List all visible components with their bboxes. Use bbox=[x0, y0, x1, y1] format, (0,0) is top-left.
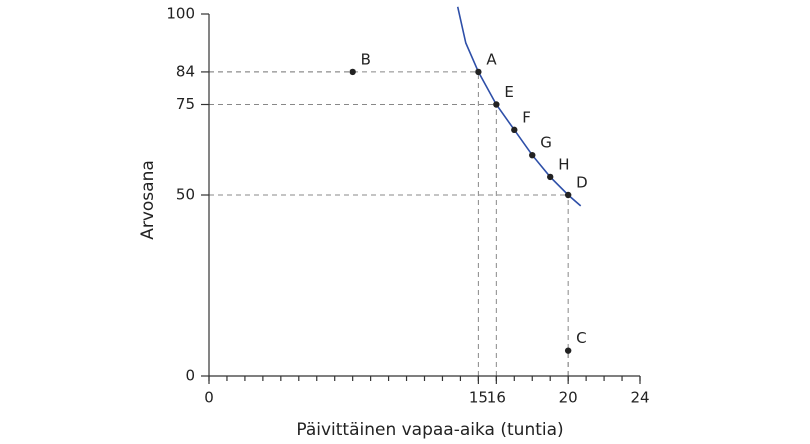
y-axis-label: Arvosana bbox=[138, 160, 158, 240]
indifference-curve bbox=[456, 6, 582, 207]
point-label: F bbox=[522, 108, 531, 126]
point bbox=[349, 68, 356, 76]
point bbox=[475, 68, 482, 76]
point bbox=[547, 173, 554, 181]
y-tick-label: 100 bbox=[166, 5, 195, 23]
point-label: A bbox=[486, 50, 497, 68]
point bbox=[493, 101, 500, 108]
x-axis-label: Päivittäinen vapaa-aika (tuntia) bbox=[296, 420, 563, 440]
point bbox=[529, 151, 536, 159]
point-label: H bbox=[558, 155, 569, 173]
point bbox=[511, 126, 518, 134]
x-tick-label: 0 bbox=[204, 389, 214, 407]
y-tick-label: 0 bbox=[185, 367, 195, 385]
x-tick-label: 24 bbox=[630, 389, 649, 407]
point-label: D bbox=[576, 174, 588, 192]
point-label: G bbox=[540, 134, 552, 152]
x-tick-label: 16 bbox=[487, 389, 506, 407]
point-label: E bbox=[504, 83, 513, 101]
y-tick-label: 75 bbox=[176, 95, 195, 113]
point-label: C bbox=[576, 329, 586, 347]
y-tick-label: 50 bbox=[176, 186, 195, 204]
point bbox=[564, 347, 572, 354]
x-tick-label: 20 bbox=[559, 389, 578, 407]
x-tick-label: 15 bbox=[469, 389, 488, 407]
point-label: B bbox=[361, 50, 371, 68]
y-tick-label: 84 bbox=[176, 62, 195, 80]
point bbox=[564, 191, 572, 199]
